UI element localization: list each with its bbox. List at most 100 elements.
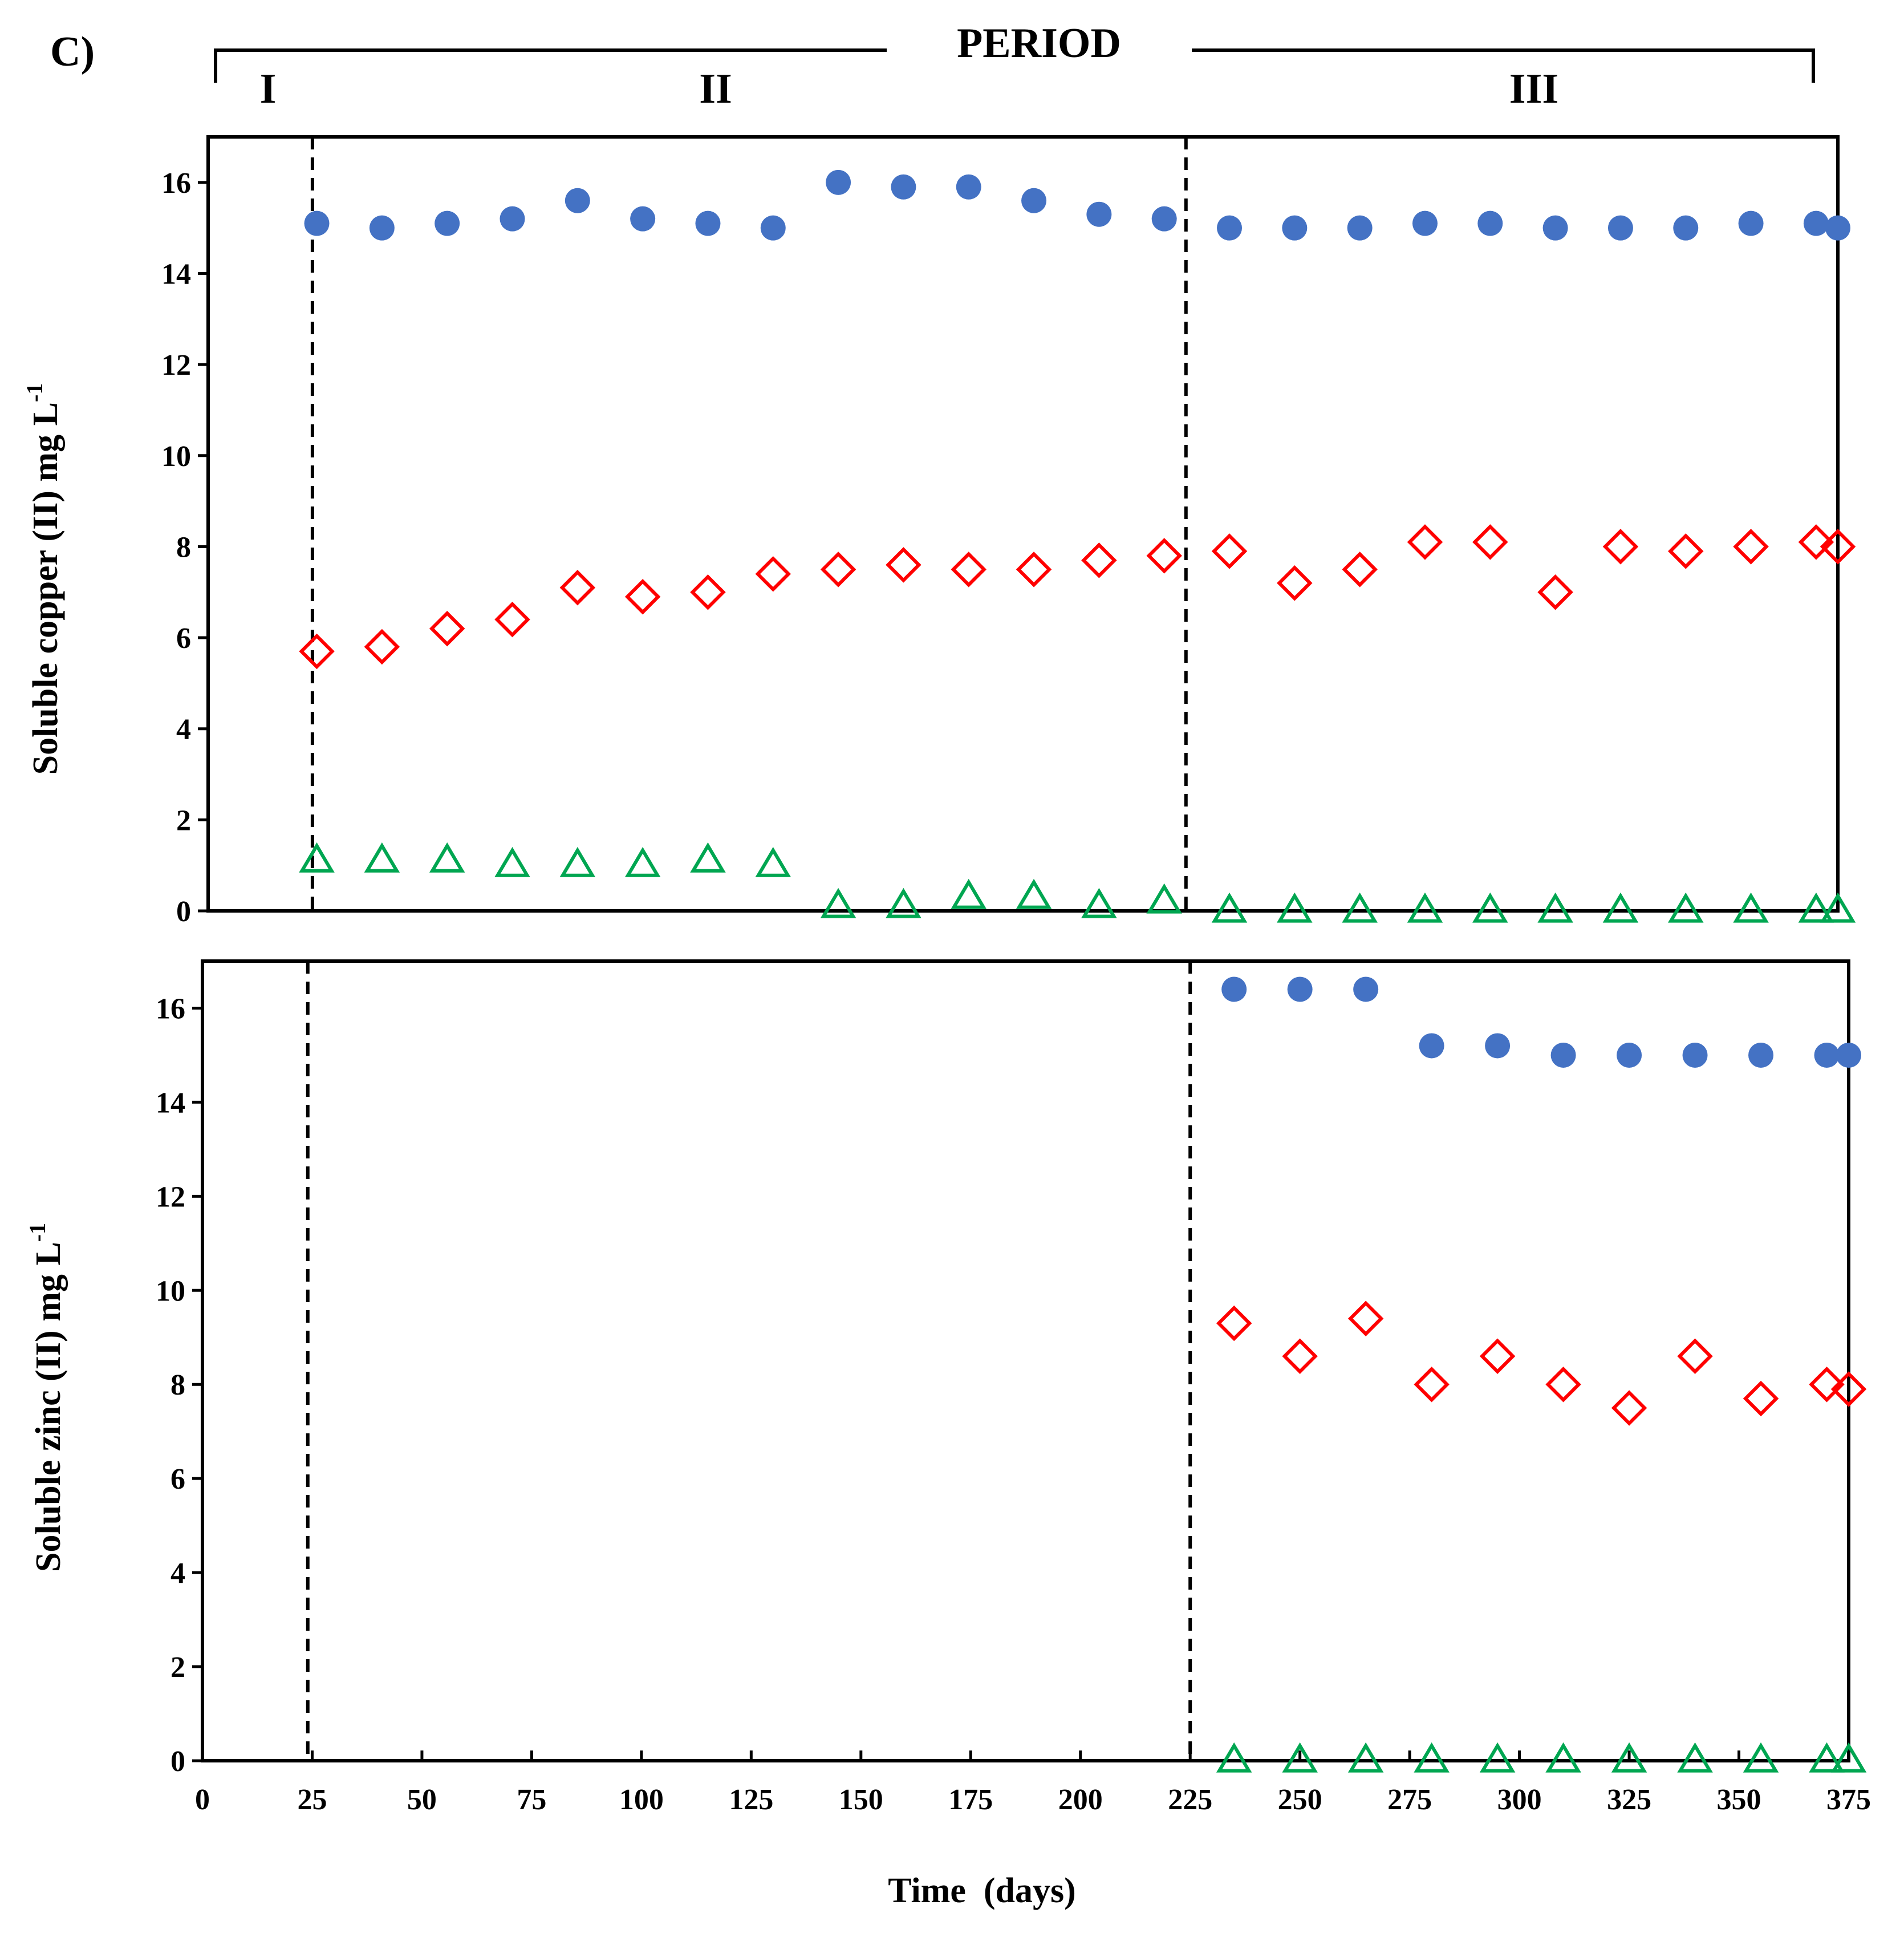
copper-circle-filled-point bbox=[891, 174, 916, 200]
zinc-x-tick-label: 75 bbox=[517, 1784, 546, 1816]
zinc-circle-filled-point bbox=[1221, 976, 1247, 1002]
copper-diamond-open-point bbox=[1211, 533, 1248, 569]
copper-triangle-open-point bbox=[429, 842, 465, 873]
copper-circle-filled-point bbox=[304, 210, 330, 236]
copper-diamond-open-point bbox=[429, 610, 465, 647]
copper-y-tick-label: 4 bbox=[176, 714, 191, 746]
copper-data-points bbox=[299, 169, 1856, 923]
copper-triangle-open-point bbox=[1472, 892, 1508, 923]
zinc-y-tick-label: 16 bbox=[156, 992, 185, 1025]
zinc-x-axis: 0 25 50 75 100 125 150 175 200 225 250 275 300 325 350… bbox=[195, 1750, 1871, 1816]
zinc-circle-filled-point bbox=[1748, 1042, 1774, 1068]
zinc-diamond-open-point bbox=[1809, 1366, 1845, 1403]
copper-circle-filled-point bbox=[695, 210, 721, 236]
zinc-x-tick-label: 250 bbox=[1278, 1784, 1322, 1816]
copper-diamond-open-point bbox=[690, 574, 726, 610]
copper-circle-filled-point bbox=[1607, 215, 1633, 241]
copper-y-tick-label: 12 bbox=[161, 349, 191, 382]
zinc-y-tick-label: 10 bbox=[156, 1275, 185, 1307]
zinc-y-tick-label: 12 bbox=[156, 1181, 185, 1213]
copper-triangle-open-point bbox=[1537, 892, 1573, 923]
zinc-circle-filled-point bbox=[1617, 1042, 1642, 1068]
zinc-circle-filled-point bbox=[1419, 1033, 1444, 1059]
copper-diamond-open-point bbox=[1016, 552, 1052, 587]
zinc-diamond-open-point bbox=[1479, 1338, 1516, 1374]
zinc-diamond-open-point bbox=[1611, 1390, 1647, 1426]
zinc-circle-filled-point bbox=[1550, 1042, 1576, 1068]
copper-triangle-open-point bbox=[1081, 888, 1117, 918]
copper-circle-filled-point bbox=[1825, 215, 1850, 241]
copper-triangle-open-point bbox=[1820, 892, 1856, 923]
copper-circle-filled-point bbox=[1086, 201, 1112, 227]
zinc-x-tick-label: 100 bbox=[619, 1784, 664, 1816]
copper-diamond-open-point bbox=[951, 552, 986, 587]
zinc-circle-filled-point bbox=[1485, 1033, 1511, 1059]
copper-circle-filled-point bbox=[1542, 215, 1568, 241]
zinc-data-points bbox=[1216, 976, 1867, 1773]
zinc-triangle-open-point bbox=[1545, 1742, 1581, 1773]
copper-y-tick-label: 14 bbox=[161, 258, 191, 290]
zinc-x-tick-label: 325 bbox=[1607, 1784, 1651, 1816]
zinc-triangle-open-point bbox=[1282, 1742, 1318, 1773]
copper-diamond-open-point bbox=[820, 552, 856, 587]
zinc-y-tick-label: 6 bbox=[170, 1463, 185, 1496]
copper-y-axis-title: Soluble copper (II) mg L-1 bbox=[22, 383, 65, 775]
period-label-ii: II bbox=[699, 66, 732, 112]
copper-diamond-open-point bbox=[755, 556, 791, 592]
period-label-i: I bbox=[260, 66, 277, 112]
zinc-triangle-open-point bbox=[1809, 1742, 1845, 1773]
copper-triangle-open-point bbox=[1277, 892, 1313, 923]
zinc-triangle-open-point bbox=[1611, 1742, 1647, 1773]
copper-triangle-open-point bbox=[1798, 892, 1834, 923]
zinc-diamond-open-point bbox=[1414, 1366, 1450, 1403]
copper-diamond-open-point bbox=[1277, 565, 1313, 601]
copper-triangle-open-point bbox=[886, 888, 921, 918]
copper-circle-filled-point bbox=[435, 210, 460, 236]
copper-triangle-open-point bbox=[755, 846, 791, 877]
zinc-x-tick-label: 200 bbox=[1058, 1784, 1103, 1816]
copper-triangle-open-point bbox=[820, 888, 856, 918]
copper-triangle-open-point bbox=[1016, 878, 1052, 909]
period-title: PERIOD bbox=[957, 20, 1121, 67]
zinc-diamond-open-point bbox=[1743, 1380, 1779, 1417]
copper-circle-filled-point bbox=[1477, 210, 1503, 236]
zinc-period-dividers bbox=[306, 961, 1192, 1761]
zinc-y-tick-label: 4 bbox=[170, 1557, 185, 1590]
copper-y-tick-label: 16 bbox=[161, 167, 191, 200]
zinc-y-axis-title: Soluble zinc (II) mg L-1 bbox=[25, 1223, 68, 1572]
copper-y-tick-label: 2 bbox=[176, 804, 191, 837]
zinc-triangle-open-point bbox=[1216, 1742, 1252, 1773]
copper-triangle-open-point bbox=[1342, 892, 1378, 923]
zinc-circle-filled-point bbox=[1682, 1042, 1708, 1068]
zinc-y-tick-label: 8 bbox=[170, 1369, 185, 1401]
zinc-x-tick-label: 0 bbox=[195, 1784, 210, 1816]
zinc-y-tick-label: 14 bbox=[156, 1087, 185, 1119]
zinc-triangle-open-point bbox=[1677, 1742, 1713, 1773]
copper-plot-frame bbox=[206, 135, 1840, 913]
copper-triangle-open-point bbox=[1667, 892, 1704, 923]
copper-diamond-open-point bbox=[624, 578, 661, 615]
copper-triangle-open-point bbox=[1211, 892, 1248, 923]
zinc-plot-frame bbox=[201, 959, 1850, 1762]
zinc-triangle-open-point bbox=[1743, 1742, 1779, 1773]
copper-triangle-open-point bbox=[624, 846, 661, 877]
zinc-triangle-open-point bbox=[1347, 1742, 1384, 1773]
copper-diamond-open-point bbox=[364, 629, 400, 665]
zinc-x-tick-label: 125 bbox=[729, 1784, 773, 1816]
zinc-x-tick-label: 50 bbox=[407, 1784, 437, 1816]
zinc-x-tick-label: 175 bbox=[948, 1784, 993, 1816]
zinc-x-tick-label: 275 bbox=[1387, 1784, 1432, 1816]
period-bracket bbox=[214, 48, 1815, 83]
copper-circle-filled-point bbox=[1217, 215, 1243, 241]
copper-diamond-open-point bbox=[1537, 574, 1573, 610]
copper-circle-filled-point bbox=[1412, 210, 1438, 236]
copper-triangle-open-point bbox=[559, 846, 596, 877]
zinc-circle-filled-point bbox=[1836, 1042, 1861, 1068]
copper-triangle-open-point bbox=[1733, 892, 1769, 923]
panel-label: C) bbox=[50, 29, 95, 75]
copper-circle-filled-point bbox=[826, 169, 851, 195]
zinc-x-tick-label: 350 bbox=[1717, 1784, 1761, 1816]
zinc-diamond-open-point bbox=[1677, 1338, 1713, 1374]
zinc-x-tick-label: 25 bbox=[297, 1784, 327, 1816]
zinc-x-tick-label: 150 bbox=[839, 1784, 883, 1816]
